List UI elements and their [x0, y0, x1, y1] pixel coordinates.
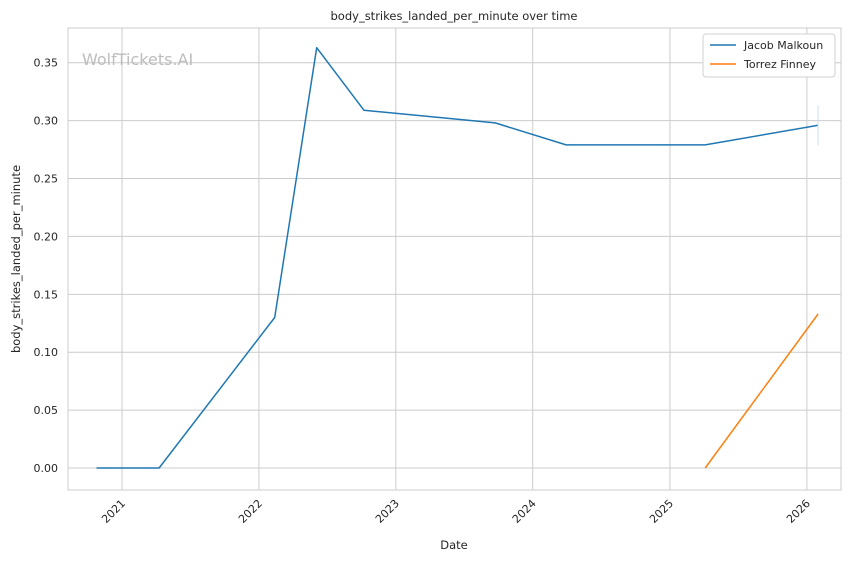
x-axis-ticks: 2021 2022 2023 2024 2025 2026 [99, 497, 813, 526]
y-tick-label: 0.30 [34, 115, 59, 128]
y-tick-label: 0.35 [34, 57, 59, 70]
y-axis-ticks: 0.00 0.05 0.10 0.15 0.20 0.25 0.30 0.35 [34, 57, 59, 475]
chart-title: body_strikes_landed_per_minute over time [331, 9, 578, 23]
x-tick-label: 2026 [784, 497, 813, 526]
x-axis-label: Date [440, 538, 468, 552]
legend-label-jacob-malkoun: Jacob Malkoun [743, 39, 823, 52]
series-layer [96, 46, 819, 469]
x-tick-label: 2021 [99, 497, 128, 526]
legend: Jacob Malkoun Torrez Finney [702, 33, 836, 78]
x-tick-label: 2022 [236, 497, 265, 526]
watermark: WolfTickets.AI [82, 50, 193, 69]
y-tick-label: 0.15 [34, 288, 59, 301]
x-tick-label: 2023 [373, 497, 402, 526]
y-tick-label: 0.05 [34, 404, 59, 417]
x-tick-label: 2024 [510, 497, 539, 526]
y-tick-label: 0.00 [34, 462, 59, 475]
y-tick-label: 0.20 [34, 230, 59, 243]
grid [68, 28, 841, 490]
series-line-jacob-malkoun [96, 46, 819, 469]
y-tick-label: 0.25 [34, 173, 59, 186]
y-axis-label: body_strikes_landed_per_minute [9, 165, 23, 353]
plot-frame [67, 27, 842, 491]
series-line-torrez-finney [704, 313, 819, 469]
legend-label-torrez-finney: Torrez Finney [743, 58, 817, 71]
y-tick-label: 0.10 [34, 346, 59, 359]
x-tick-label: 2025 [647, 497, 676, 526]
